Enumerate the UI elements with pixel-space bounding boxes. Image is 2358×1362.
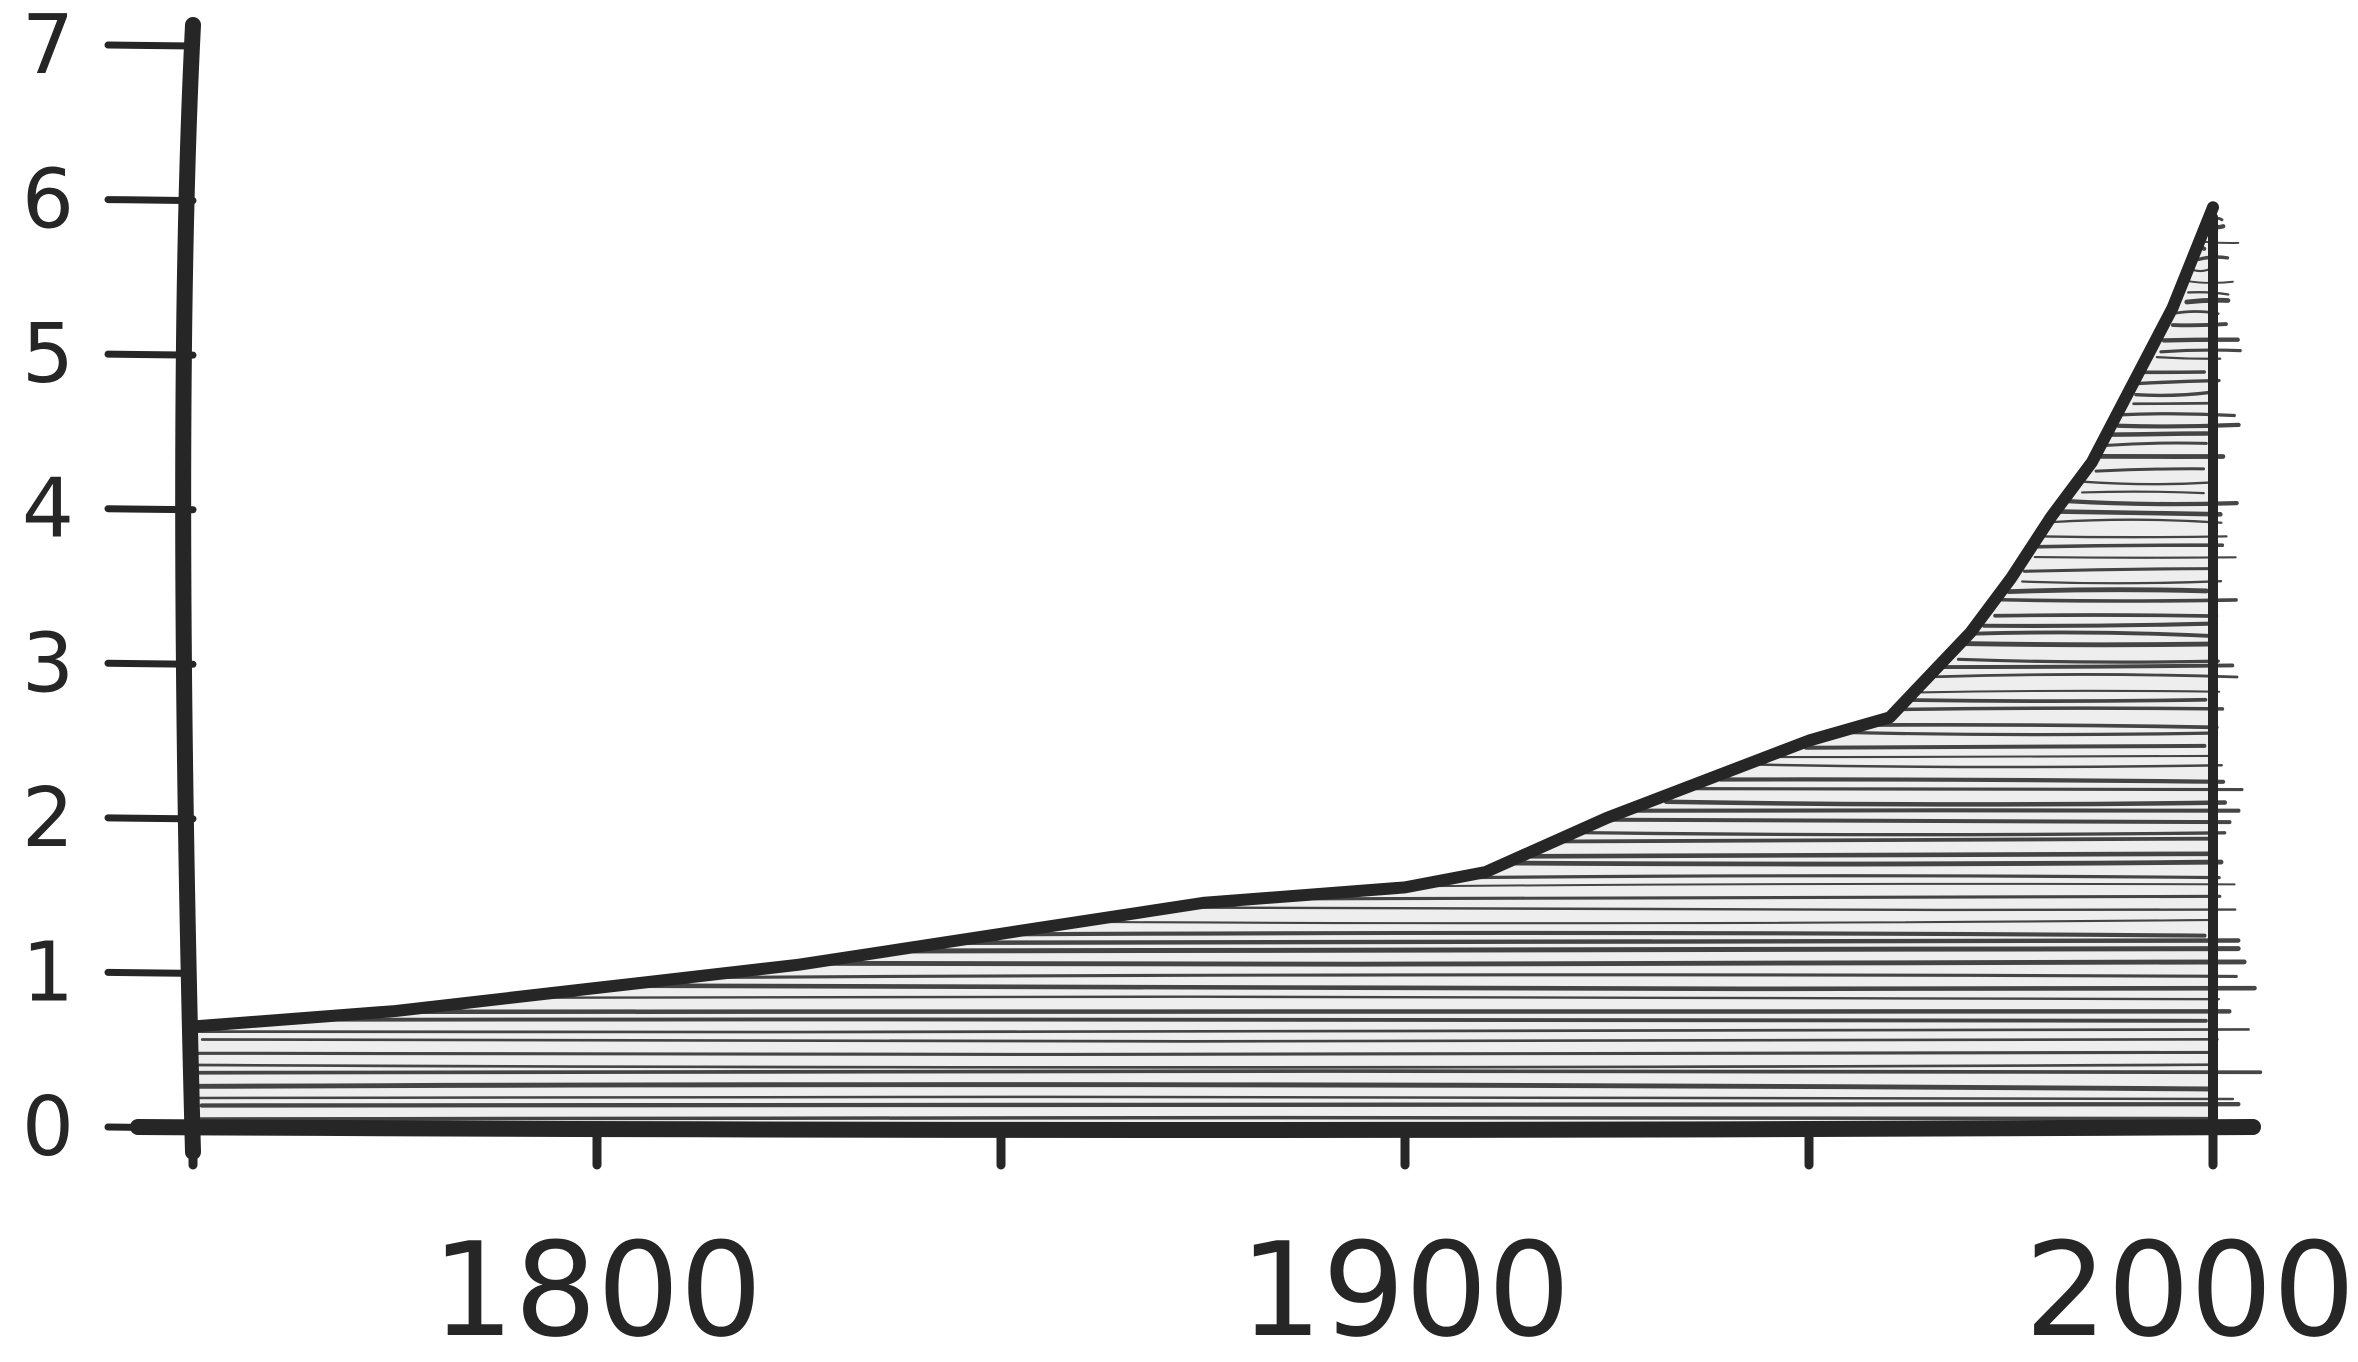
hatch-stroke — [2060, 512, 2220, 515]
hatch-stroke — [199, 1118, 2210, 1119]
hatch-stroke — [1939, 665, 2232, 667]
y-tick-label: 1 — [22, 925, 74, 1020]
y-tick-label: 3 — [22, 616, 74, 711]
hatch-stroke — [2001, 600, 2236, 601]
y-tick-label: 0 — [22, 1080, 74, 1175]
x-axis-line — [138, 1127, 2253, 1130]
hatch-stroke — [1531, 854, 2213, 857]
hatch-stroke — [1909, 700, 2205, 701]
hatch-stroke — [196, 1052, 2212, 1054]
y-tick — [108, 1127, 193, 1128]
x-tick-label: 2000 — [2025, 1214, 2356, 1357]
hatch-stroke — [2118, 425, 2238, 427]
hatch-stroke — [2009, 590, 2207, 592]
hatch-stroke — [2112, 434, 2207, 435]
hatch-stroke — [2187, 300, 2228, 302]
hatch-stroke — [950, 940, 2239, 942]
hatch-stroke — [1984, 624, 2214, 626]
y-tick — [108, 818, 193, 819]
y-axis-line — [183, 25, 193, 1152]
y-tick-label: 2 — [22, 771, 74, 866]
hatch-stroke — [202, 1104, 2239, 1105]
hatch-stroke — [2035, 545, 2223, 547]
hatch-stroke — [2161, 350, 2240, 352]
hatch-stroke — [197, 1071, 2260, 1073]
hatch-stroke — [1995, 615, 2216, 616]
hatch-stroke — [1610, 820, 2229, 822]
hatch-stroke — [873, 949, 2239, 951]
hatch-stroke — [801, 962, 2244, 964]
hatch-stroke — [2043, 536, 2226, 537]
y-tick-label: 7 — [22, 0, 74, 93]
hatch-stroke — [1509, 862, 2221, 864]
hatch-stroke — [2164, 340, 2238, 341]
hatch-stroke — [1771, 756, 2211, 757]
y-tick — [108, 972, 193, 973]
y-tick — [108, 509, 193, 510]
hatch-stroke — [1899, 708, 2223, 709]
x-tick-label: 1900 — [1240, 1214, 1571, 1357]
hatch-stroke — [2035, 557, 2236, 558]
hatch-stroke — [1721, 779, 2223, 781]
hatch-stroke — [282, 1019, 2206, 1020]
hatch-stroke — [1963, 644, 2208, 645]
x-tick-label: 1800 — [432, 1214, 763, 1357]
y-tick — [108, 663, 193, 664]
y-tick-label: 5 — [22, 307, 74, 402]
y-tick — [108, 45, 193, 46]
hatch-stroke — [1806, 746, 2204, 748]
y-tick-label: 4 — [22, 462, 74, 557]
y-tick-label: 6 — [22, 153, 74, 248]
y-tick — [108, 354, 193, 355]
y-tick — [108, 200, 193, 201]
hatch-stroke — [1686, 789, 2242, 790]
